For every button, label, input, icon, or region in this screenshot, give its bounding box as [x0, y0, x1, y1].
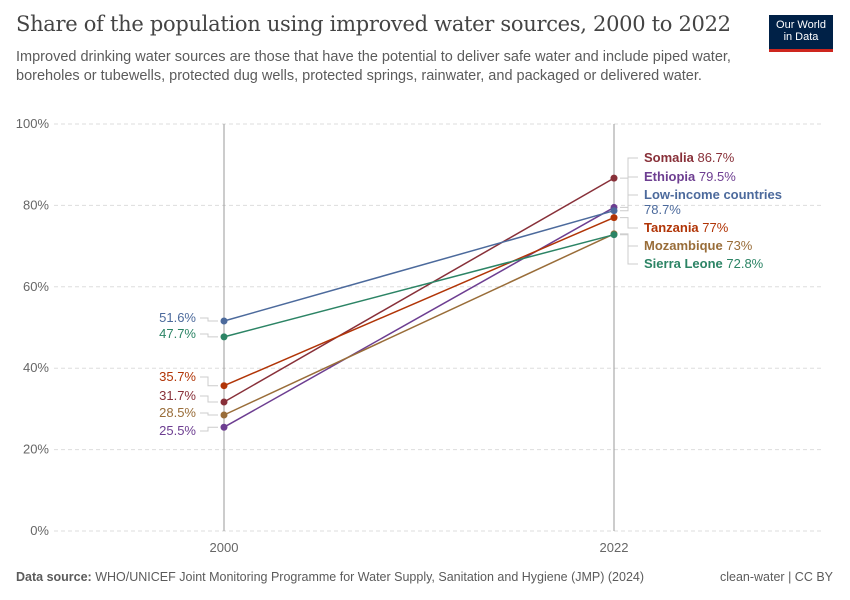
end-value-label: 72.8%	[723, 256, 764, 271]
end-value-label: 73%	[723, 238, 753, 253]
end-value-label: 79.5%	[695, 169, 736, 184]
label-connector	[620, 233, 638, 247]
chart-subtitle: Improved drinking water sources are thos…	[16, 49, 731, 84]
start-value-label: 28.5%	[159, 405, 196, 420]
label-connector	[200, 412, 218, 416]
label-connector	[200, 395, 218, 403]
series-line	[223, 209, 615, 322]
y-tick-label: 40%	[23, 360, 49, 375]
series-end-label: Sierra Leone 72.8%	[644, 256, 764, 271]
chart-title: Share of the population using improved w…	[16, 12, 731, 36]
series-name-label: Somalia	[644, 150, 695, 165]
label-connector	[200, 376, 218, 387]
series-line	[223, 216, 615, 387]
data-point	[220, 333, 228, 341]
series-end-label: Somalia 86.7%	[644, 150, 735, 165]
series-name-label: Low-income countries	[644, 187, 782, 202]
series-end-label: Mozambique 73%	[644, 238, 753, 253]
end-value-label: 78.7%	[644, 202, 681, 217]
y-tick-label: 100%	[16, 116, 50, 131]
data-point	[220, 382, 228, 390]
series-end-label: Tanzania 77%	[644, 220, 729, 235]
series-name-label: Tanzania	[644, 220, 699, 235]
data-point	[610, 231, 618, 239]
label-connector	[620, 217, 638, 229]
data-point	[220, 411, 228, 419]
logo-line: Our World	[776, 19, 826, 31]
label-connector	[620, 234, 638, 265]
series-line	[223, 206, 615, 428]
data-point	[610, 174, 618, 182]
start-value-label: 25.5%	[159, 423, 196, 438]
data-point	[220, 398, 228, 406]
data-point	[220, 423, 228, 431]
label-connector	[620, 176, 638, 208]
end-value-label: 77%	[699, 220, 729, 235]
y-tick-label: 60%	[23, 279, 49, 294]
data-point	[610, 214, 618, 222]
series-line	[223, 177, 615, 403]
series-name-label: Sierra Leone	[644, 256, 723, 271]
data-source: Data source: WHO/UNICEF Joint Monitoring…	[16, 570, 644, 584]
y-tick-label: 0%	[30, 523, 49, 538]
start-value-label: 31.7%	[159, 388, 196, 403]
x-tick-label: 2022	[600, 540, 629, 555]
data-point	[220, 317, 228, 325]
license[interactable]: clean-water | CC BY	[719, 570, 833, 584]
start-value-label: 35.7%	[159, 369, 196, 384]
label-connector	[200, 317, 218, 322]
label-connector	[620, 157, 638, 179]
data-point	[610, 207, 618, 215]
label-connector	[200, 426, 218, 432]
label-connector	[200, 333, 218, 338]
series-name-label: Mozambique	[644, 238, 723, 253]
y-tick-label: 80%	[23, 197, 49, 212]
series-line	[223, 233, 615, 338]
source-label: Data source:	[16, 570, 92, 584]
start-value-label: 51.6%	[159, 310, 196, 325]
series-end-label: Ethiopia 79.5%	[644, 169, 736, 184]
logo-line: in Data	[783, 31, 819, 43]
series-line	[223, 233, 615, 416]
owid-logo[interactable]: Our World in Data	[769, 15, 833, 52]
y-tick-label: 20%	[23, 442, 49, 457]
source-text[interactable]: WHO/UNICEF Joint Monitoring Programme fo…	[95, 570, 645, 584]
end-value-label: 86.7%	[694, 150, 735, 165]
series-name-label: Ethiopia	[644, 169, 696, 184]
label-connector	[620, 194, 638, 212]
x-tick-label: 2000	[210, 540, 239, 555]
start-value-label: 47.7%	[159, 326, 196, 341]
